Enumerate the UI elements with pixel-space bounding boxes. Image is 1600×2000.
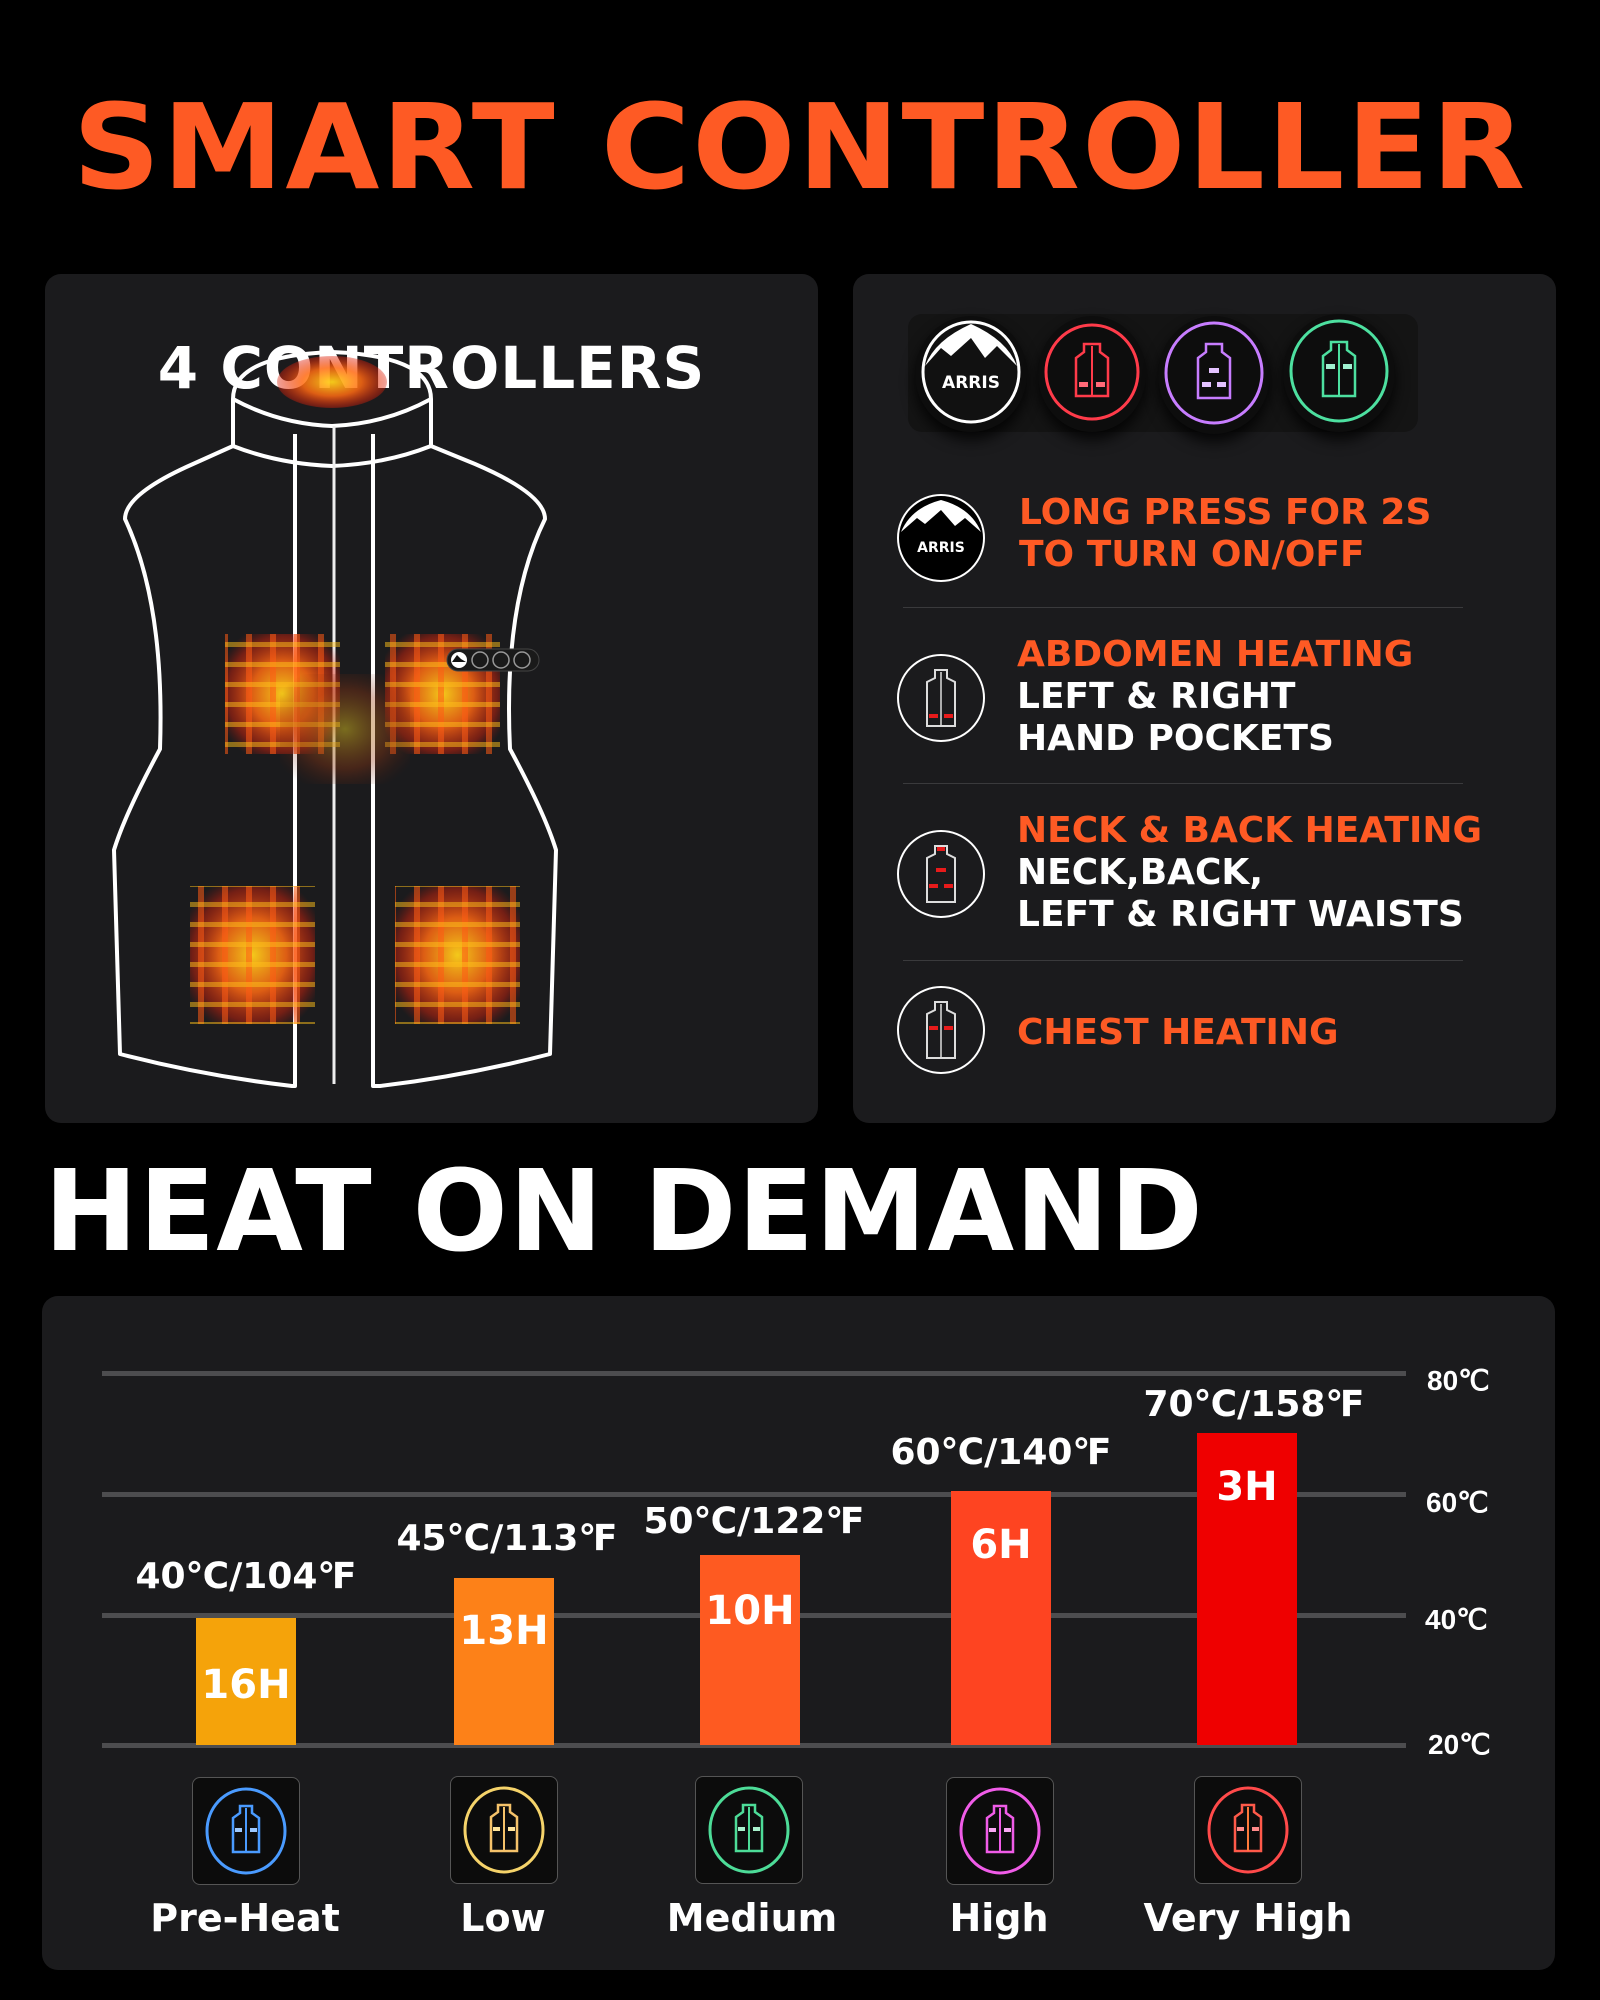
bar-label-pre-heat: 16H — [201, 1662, 291, 1708]
arris-logo-icon: ARRIS — [897, 494, 985, 582]
mode-label-low: Low — [460, 1896, 546, 1940]
vest-back-icon — [1164, 321, 1264, 425]
vest-icon — [959, 1787, 1041, 1875]
y-tick-40: 40℃ — [1425, 1604, 1488, 1635]
svg-text:ARRIS: ARRIS — [917, 540, 965, 556]
gridline-60 — [102, 1492, 1406, 1497]
vest-icon — [463, 1786, 545, 1874]
mode-label-very-high: Very High — [1143, 1896, 1353, 1940]
divider — [903, 783, 1463, 784]
mode-button-very-high[interactable] — [1194, 1776, 1302, 1884]
bar-label-medium: 10H — [705, 1588, 795, 1634]
feature-line-abdomen-2: HAND POCKETS — [1017, 718, 1334, 759]
temp-label-medium: 50℃/122℉ — [643, 1501, 865, 1542]
bar-medium — [700, 1555, 800, 1745]
heat-chart-panel: 80℃ 60℃ 40℃ 20℃ 16H 40℃/104℉ 13H 45℃/113… — [42, 1296, 1555, 1970]
mode-label-medium: Medium — [666, 1896, 838, 1940]
feature-line-power: TO TURN ON/OFF — [1019, 534, 1365, 575]
divider — [903, 960, 1463, 961]
y-tick-20: 20℃ — [1428, 1729, 1491, 1760]
feature-line-abdomen-1: LEFT & RIGHT — [1017, 676, 1296, 717]
feature-line-neck-back-2: LEFT & RIGHT WAISTS — [1017, 894, 1464, 935]
feature-title-chest: CHEST HEATING — [1017, 1012, 1339, 1053]
mode-button-low[interactable] — [450, 1776, 558, 1884]
gridline-20 — [102, 1743, 1406, 1748]
gridline-80 — [102, 1371, 1406, 1376]
vest-icon — [205, 1787, 287, 1875]
bar-low — [454, 1578, 554, 1745]
neck-heating-zone — [277, 356, 387, 408]
svg-text:ARRIS: ARRIS — [942, 373, 1000, 393]
feature-title-power: LONG PRESS FOR 2S — [1019, 492, 1432, 533]
mode-button-high[interactable] — [946, 1777, 1054, 1885]
feature-line-neck-back-1: NECK,BACK, — [1017, 852, 1264, 893]
neck-back-heating-button[interactable] — [1158, 316, 1270, 434]
y-tick-80: 80℃ — [1427, 1365, 1490, 1396]
back-heating-zone — [280, 674, 410, 784]
mode-label-pre-heat: Pre-Heat — [150, 1896, 340, 1940]
temp-label-high: 60℃/140℉ — [890, 1432, 1112, 1473]
vest-pockets-icon — [897, 654, 985, 742]
vest-icon — [708, 1786, 790, 1874]
bar-high — [951, 1491, 1051, 1745]
mode-button-medium[interactable] — [695, 1776, 803, 1884]
controller-guide-panel: ARRIS ARRIS LONG PRESS FOR 2S — [853, 274, 1556, 1123]
mode-button-pre-heat[interactable] — [192, 1777, 300, 1885]
temp-label-pre-heat: 40℃/104℉ — [135, 1556, 357, 1597]
abdomen-heating-button[interactable] — [1038, 316, 1146, 432]
divider — [903, 607, 1463, 608]
bar-label-very-high: 3H — [1216, 1464, 1278, 1510]
feature-title-neck-back: NECK & BACK HEATING — [1017, 810, 1483, 851]
power-button[interactable]: ARRIS — [915, 316, 1027, 432]
temp-label-low: 45℃/113℉ — [396, 1518, 618, 1559]
mode-label-high: High — [949, 1896, 1049, 1940]
vest-icon — [1044, 323, 1140, 421]
chest-heating-button[interactable] — [1283, 314, 1395, 432]
bar-label-high: 6H — [970, 1522, 1032, 1568]
temp-label-very-high: 70℃/158℉ — [1143, 1384, 1365, 1425]
feature-title-abdomen: ABDOMEN HEATING — [1017, 634, 1414, 675]
section-title: HEAT ON DEMAND — [44, 1147, 1204, 1277]
controllers-panel: 4 CONTROLLERS — [45, 274, 818, 1123]
vest-icon — [1207, 1786, 1289, 1874]
vest-icon — [1289, 319, 1389, 423]
heated-vest-diagram — [112, 350, 558, 1088]
page-title: SMART CONTROLLER — [72, 78, 1528, 216]
bar-label-low: 13H — [459, 1608, 549, 1654]
bar-very-high — [1197, 1433, 1297, 1745]
arris-logo-icon: ARRIS — [921, 320, 1021, 424]
bar-pre-heat — [196, 1618, 296, 1745]
vest-controller-strip — [446, 648, 540, 672]
vest-back-icon — [897, 830, 985, 918]
vest-chest-icon — [897, 986, 985, 1074]
y-tick-60: 60℃ — [1426, 1487, 1489, 1518]
